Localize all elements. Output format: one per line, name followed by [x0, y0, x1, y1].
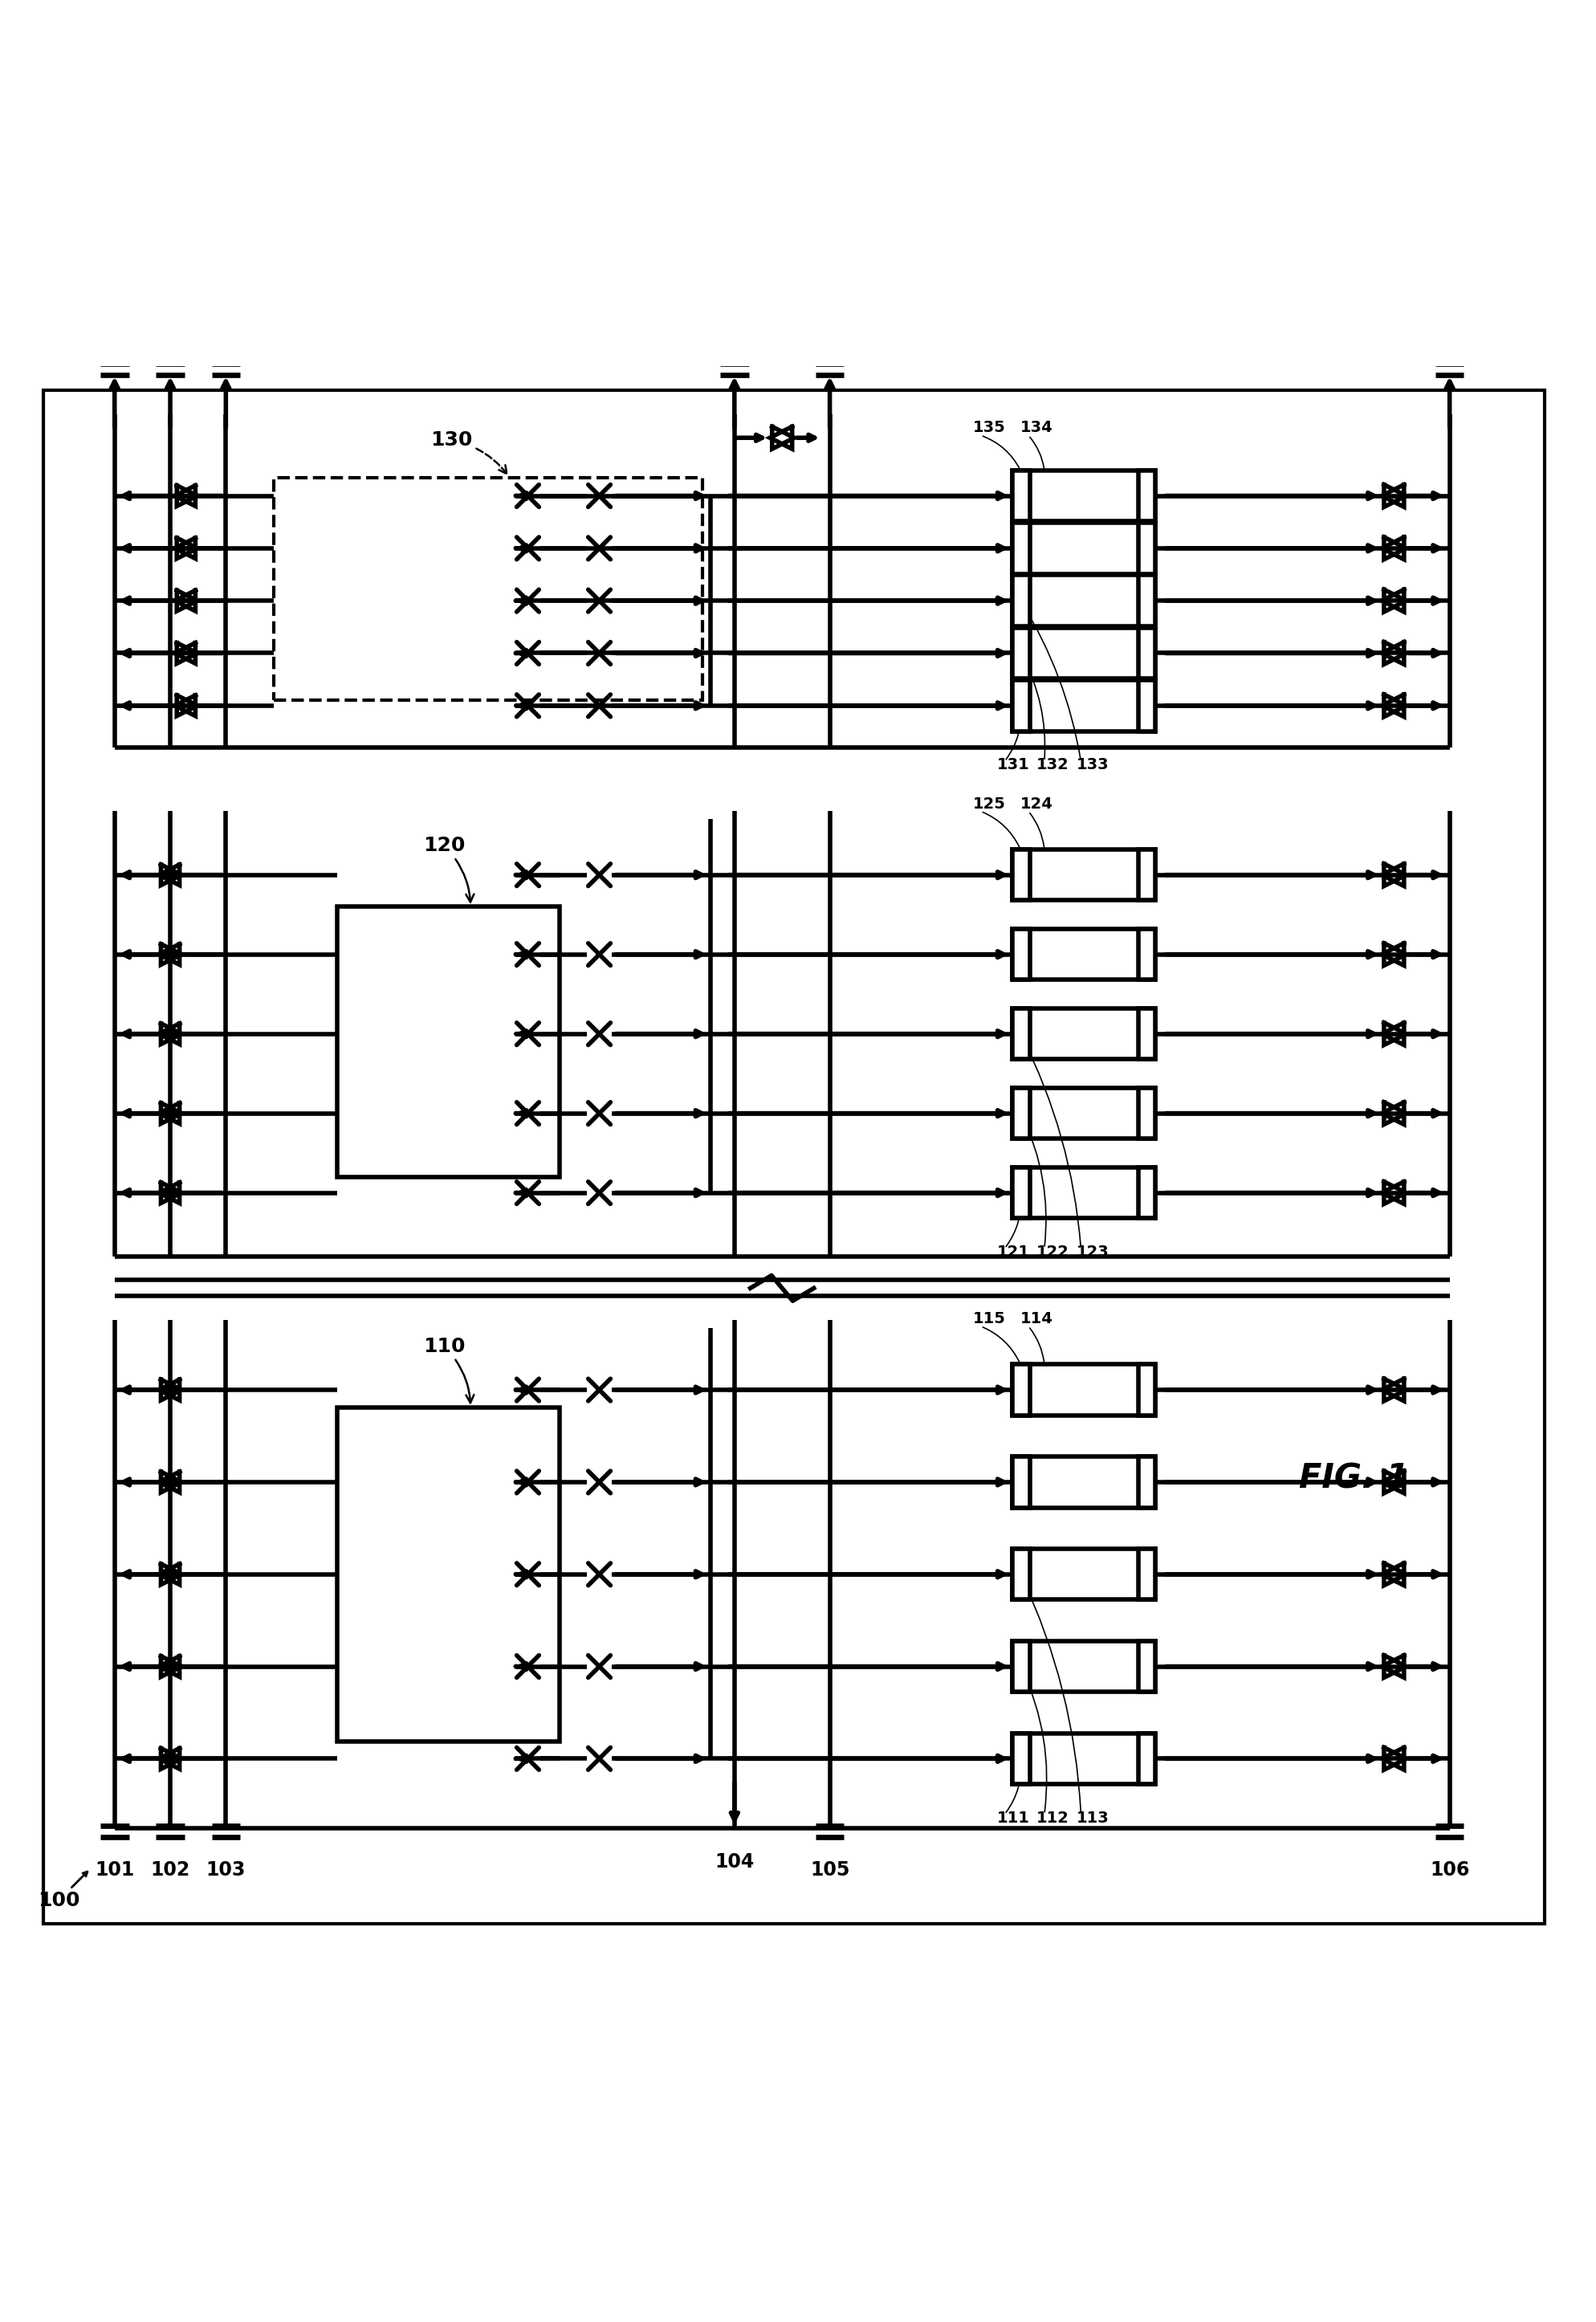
Text: 106: 106	[1430, 1860, 1470, 1878]
Bar	[1138, 929, 1156, 980]
Bar	[1012, 522, 1029, 574]
Text: 100: 100	[38, 1890, 80, 1909]
Bar	[337, 1407, 560, 1742]
Text: 105: 105	[809, 1860, 849, 1878]
Text: 130: 130	[429, 430, 508, 474]
Bar	[1012, 850, 1029, 901]
Bar	[1138, 1732, 1156, 1783]
Bar	[1012, 850, 1156, 901]
Bar	[1012, 1732, 1029, 1783]
Text: 114: 114	[1020, 1312, 1053, 1326]
Text: FIG. 1: FIG. 1	[1299, 1463, 1409, 1495]
Text: 115: 115	[974, 1312, 1005, 1326]
Bar	[1012, 1549, 1029, 1600]
Bar	[1138, 576, 1156, 627]
Bar	[1012, 627, 1029, 678]
Bar	[1138, 680, 1156, 731]
Text: 110: 110	[423, 1337, 474, 1402]
Bar	[1138, 1089, 1156, 1138]
Bar	[1012, 929, 1029, 980]
Bar	[1012, 522, 1156, 574]
Text: 113: 113	[1076, 1811, 1109, 1825]
Bar	[1012, 929, 1156, 980]
Bar	[1012, 1168, 1029, 1219]
Bar	[1012, 1008, 1029, 1059]
Text: 101: 101	[94, 1860, 134, 1878]
Text: 111: 111	[996, 1811, 1029, 1825]
Bar	[1012, 1642, 1156, 1693]
Bar	[1012, 680, 1156, 731]
Text: 132: 132	[1036, 757, 1069, 773]
Bar	[1012, 576, 1029, 627]
Bar	[1138, 522, 1156, 574]
Text: 123: 123	[1076, 1245, 1109, 1259]
Bar	[1138, 850, 1156, 901]
Bar	[1012, 1456, 1156, 1507]
Bar	[1012, 627, 1156, 678]
Bar	[1012, 471, 1156, 520]
Text: 131: 131	[996, 757, 1029, 773]
Text: 121: 121	[996, 1245, 1029, 1259]
Bar	[1138, 1365, 1156, 1416]
Bar	[1012, 680, 1029, 731]
Bar	[1138, 1168, 1156, 1219]
Text: 112: 112	[1036, 1811, 1069, 1825]
Text: 103: 103	[206, 1860, 246, 1878]
Bar	[1138, 1549, 1156, 1600]
Bar	[1012, 1168, 1156, 1219]
Bar	[1138, 627, 1156, 678]
Text: 133: 133	[1076, 757, 1109, 773]
Text: 120: 120	[423, 836, 474, 903]
Bar	[1012, 1089, 1156, 1138]
Bar	[1012, 1089, 1029, 1138]
Bar	[1012, 1549, 1156, 1600]
Bar	[273, 478, 702, 699]
Bar	[1012, 471, 1029, 520]
Bar	[1012, 1008, 1156, 1059]
Bar	[1012, 1456, 1029, 1507]
Bar	[1012, 1642, 1029, 1693]
Text: 135: 135	[974, 420, 1005, 437]
Bar	[1138, 471, 1156, 520]
Text: 134: 134	[1020, 420, 1053, 437]
Text: 104: 104	[715, 1853, 755, 1872]
Text: 122: 122	[1036, 1245, 1069, 1259]
Text: 102: 102	[150, 1860, 190, 1878]
Bar	[1138, 1642, 1156, 1693]
Bar	[1138, 1456, 1156, 1507]
Bar	[337, 906, 560, 1177]
Bar	[1012, 1732, 1156, 1783]
Bar	[1012, 1365, 1156, 1416]
Text: 125: 125	[974, 796, 1005, 810]
Bar	[1012, 576, 1156, 627]
Text: 124: 124	[1020, 796, 1053, 810]
Bar	[1138, 1008, 1156, 1059]
Bar	[1012, 1365, 1029, 1416]
